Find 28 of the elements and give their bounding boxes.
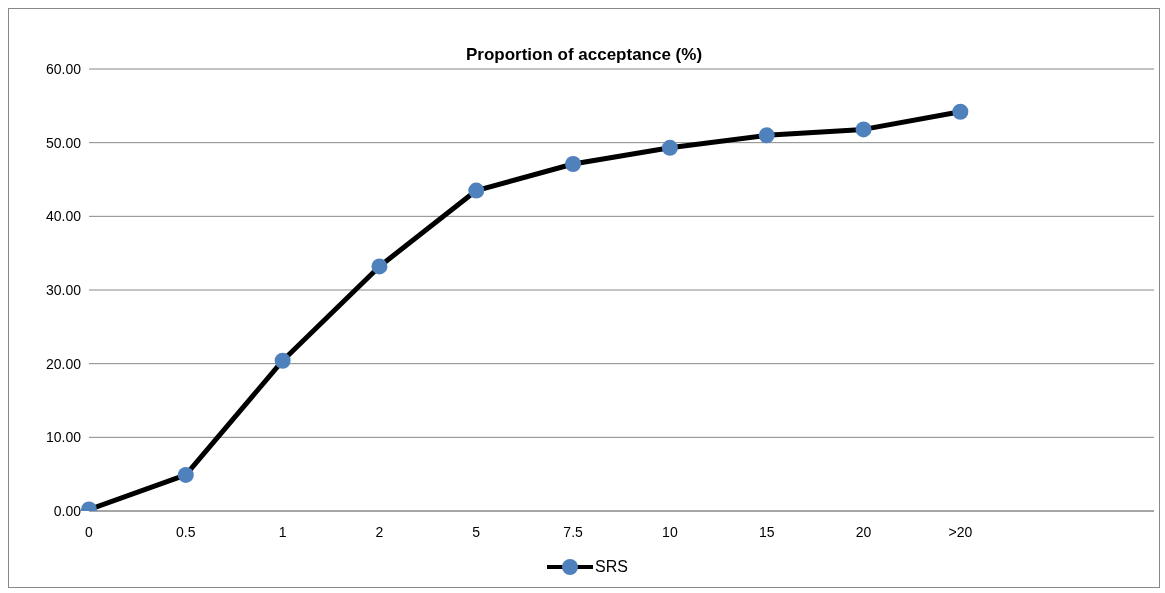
y-tick-label: 0.00 bbox=[53, 502, 82, 519]
x-tick-label: 2 bbox=[375, 523, 384, 540]
legend-label: SRS bbox=[594, 557, 628, 577]
x-tick-label: 1 bbox=[278, 523, 287, 540]
chart-title: Proportion of acceptance (%) bbox=[465, 45, 703, 64]
point bbox=[371, 258, 388, 275]
point bbox=[468, 182, 485, 199]
y-tick-label: 60.00 bbox=[45, 60, 82, 77]
x-tick-label: 5 bbox=[472, 523, 481, 540]
point bbox=[758, 127, 775, 144]
x-tick-label: 10 bbox=[662, 523, 678, 540]
point bbox=[661, 139, 678, 156]
point bbox=[565, 156, 582, 173]
x-tick-label: 0.5 bbox=[176, 523, 196, 540]
x-tick-label: 15 bbox=[758, 523, 775, 540]
point bbox=[952, 103, 969, 120]
point bbox=[274, 352, 291, 369]
y-tick-label: 40.00 bbox=[45, 208, 82, 225]
x-tick-label: 20 bbox=[855, 523, 872, 540]
y-tick-label: 20.00 bbox=[45, 355, 82, 372]
point bbox=[177, 466, 194, 483]
x-tick-label: 7.5 bbox=[563, 523, 584, 540]
point bbox=[855, 121, 872, 138]
y-tick-label: 30.00 bbox=[45, 281, 82, 298]
y-tick-label: 50.00 bbox=[45, 134, 82, 151]
x-tick-label: 0 bbox=[85, 523, 94, 540]
x-tick-label: >20 bbox=[948, 523, 973, 540]
y-tick-label: 10.00 bbox=[45, 429, 82, 446]
